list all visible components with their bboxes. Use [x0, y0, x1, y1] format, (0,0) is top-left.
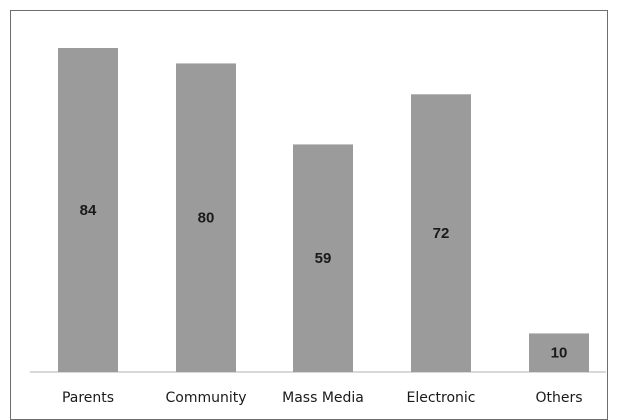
value-label-others: 10: [551, 345, 568, 362]
value-label-community: 80: [198, 210, 215, 227]
tick-label-community: Community: [165, 390, 246, 406]
value-label-electronic: 72: [433, 225, 450, 242]
tick-label-parents: Parents: [62, 390, 114, 406]
bar-mass-media: [293, 144, 353, 372]
tick-labels-group: Parents Community Mass Media Electronic Othe…: [62, 390, 583, 406]
value-label-parents: 84: [80, 202, 97, 219]
value-labels-group: 84 80 59 72 10: [80, 202, 568, 362]
value-label-mass-media: 59: [315, 250, 332, 267]
bar-others: [529, 333, 589, 372]
bar-parents: [58, 48, 118, 372]
tick-label-mass-media: Mass Media: [282, 390, 364, 406]
tick-label-others: Others: [535, 390, 582, 406]
bars-group: [58, 48, 589, 373]
tick-label-electronic: Electronic: [406, 390, 475, 406]
bar-electronic: [411, 94, 471, 373]
bar-community: [176, 63, 236, 373]
